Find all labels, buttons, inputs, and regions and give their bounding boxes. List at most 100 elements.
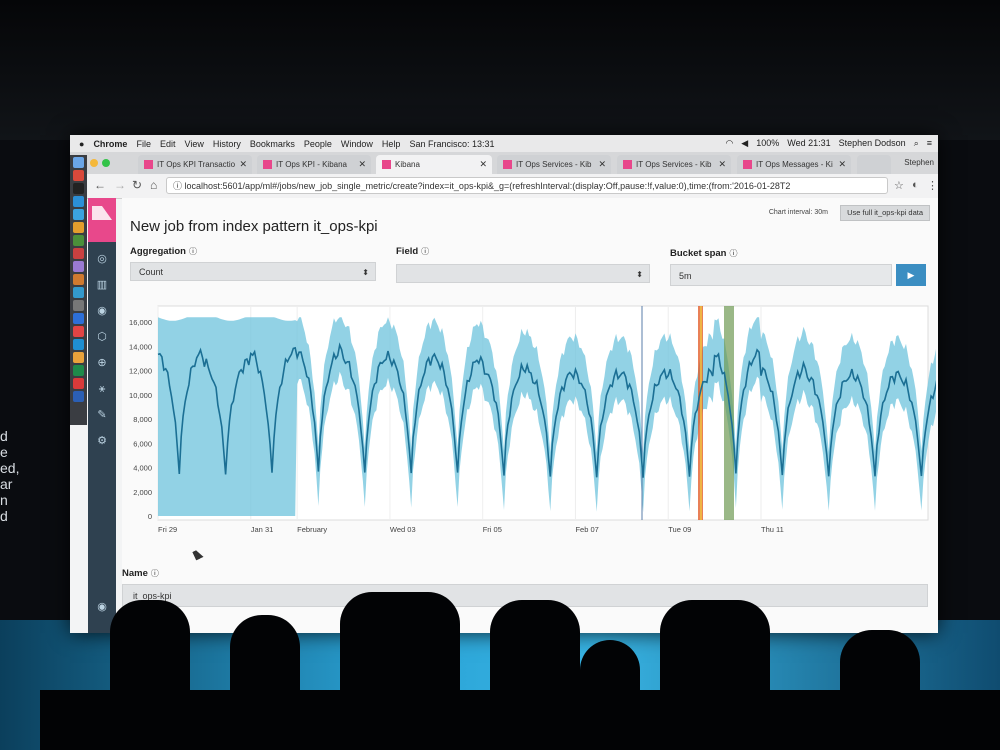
side-slide-text: d e ed, ar n d [0,428,19,524]
dock-app-icon[interactable] [73,196,84,207]
management-gear-icon[interactable]: ⚙ [97,435,107,447]
dock-app-icon[interactable] [73,287,84,298]
browser-tab-active[interactable]: Kibana ✕ [376,155,492,174]
menu-history[interactable]: History [212,138,241,149]
dock-app-icon[interactable] [73,170,84,181]
url-input[interactable]: ⓘ localhost:5601/app/ml#/jobs/new_job_si… [166,177,888,194]
use-full-data-button[interactable]: Use full it_ops-kpi data [840,205,930,221]
graph-icon[interactable]: ⚹ [98,383,106,395]
spotlight-search-icon[interactable]: ⌕ [913,138,919,148]
extension-icon[interactable]: ◐ [912,179,919,191]
run-play-button[interactable]: ▶ [896,264,926,286]
close-icon[interactable]: ✕ [718,159,726,169]
browser-tab[interactable]: IT Ops KPI - Kibana ✕ [257,155,371,174]
close-icon[interactable]: ✕ [598,159,606,169]
kibana-favicon-icon [144,160,153,169]
close-icon[interactable]: ✕ [239,159,247,169]
dock-app-icon[interactable] [73,183,84,194]
browser-tab[interactable]: IT Ops Services - Kib ✕ [497,155,611,174]
dock-app-icon[interactable] [73,391,84,402]
forward-arrow-icon[interactable]: → [114,178,126,192]
single-metric-chart[interactable]: 16,000 14,000 12,000 10,000 8,000 6,000 4,000 2… [122,302,936,540]
profile-name[interactable]: Stephen [904,158,934,167]
side-text-line: n [0,492,8,508]
y-tick-label: 2,000 [133,488,152,497]
browser-tab[interactable]: IT Ops KPI Transactio ✕ [138,155,252,174]
tab-label: IT Ops KPI Transactio [157,160,236,169]
menu-bookmarks[interactable]: Bookmarks [249,138,295,149]
battery-percent[interactable]: 100% [756,138,780,148]
info-icon[interactable]: ⓘ [188,247,197,256]
dock-app-icon[interactable] [73,261,84,272]
close-icon[interactable]: ✕ [479,159,487,169]
back-arrow-icon[interactable]: ← [94,178,106,192]
x-tick-label: Feb 07 [575,525,598,534]
dock-app-icon[interactable] [73,365,84,376]
timelion-shield-icon[interactable]: ⬡ [97,331,107,343]
bucket-span-input[interactable]: 5m [670,264,892,286]
apple-icon[interactable]: ● [79,138,85,149]
dock-app-icon[interactable] [73,248,84,259]
bucket-span-label-text: Bucket span [670,248,727,259]
dock-app-icon[interactable] [73,313,84,324]
kibana-sidebar: ◎ ▥ ◉ ⬡ ⊕ ⚹ ✎ ⚙ ◉ [88,198,116,633]
dashboard-icon[interactable]: ◉ [97,305,107,317]
bookmark-star-icon[interactable]: ☆ [894,180,904,192]
kibana-logo[interactable] [88,198,116,242]
window-minimize-button[interactable] [90,159,98,167]
visualize-bar-chart-icon[interactable]: ▥ [96,279,108,291]
menu-file[interactable]: File [136,138,151,149]
close-icon[interactable]: ✕ [358,159,366,169]
info-icon[interactable]: ⓘ [729,249,738,258]
x-tick-label: Wed 03 [390,525,416,534]
menu-edit[interactable]: Edit [159,138,176,149]
y-tick-label: 14,000 [129,342,152,351]
chrome-menu-icon[interactable]: ⋮ [927,180,938,192]
collapse-sidebar-icon[interactable]: ◉ [97,601,107,613]
reload-icon[interactable]: ↻ [132,178,143,192]
wifi-icon[interactable]: ◠ [725,138,734,148]
dock-app-icon[interactable] [73,157,84,168]
menubar-clock[interactable]: Wed 21:31 [787,138,831,148]
dev-tools-wrench-icon[interactable]: ✎ [97,409,107,421]
info-icon[interactable]: ⓘ [173,181,185,191]
discover-compass-icon[interactable]: ◎ [97,253,107,265]
dock-app-icon[interactable] [73,352,84,363]
window-zoom-button[interactable] [102,159,110,167]
dock-app-icon[interactable] [73,378,84,389]
menubar-location-clock[interactable]: San Francisco: 13:31 [409,138,495,149]
volume-icon[interactable]: ◀ [741,138,749,148]
dock-app-icon[interactable] [73,300,84,311]
dock-app-icon[interactable] [73,326,84,337]
menu-people[interactable]: People [303,138,332,149]
notification-list-icon[interactable]: ≡ [926,138,932,148]
y-tick-label: 10,000 [129,391,152,400]
browser-tab[interactable]: IT Ops Services - Kib ✕ [617,155,731,174]
dock-app-icon[interactable] [73,339,84,350]
browser-tab[interactable]: IT Ops Messages - Ki ✕ [737,155,851,174]
new-tab-button[interactable] [857,155,891,174]
dock-app-icon[interactable] [73,222,84,233]
menu-help[interactable]: Help [381,138,401,149]
name-label-text: Name [122,568,148,579]
dock-app-icon[interactable] [73,209,84,220]
dock-app-icon[interactable] [73,274,84,285]
info-icon[interactable]: ⓘ [421,247,430,256]
kibana-favicon-icon [623,160,632,169]
menu-view[interactable]: View [184,138,204,149]
machine-learning-icon[interactable]: ⊕ [97,357,107,369]
menu-window[interactable]: Window [340,138,373,149]
aggregation-select[interactable]: Count ⬍ [130,262,376,281]
dock-app-icon[interactable] [73,235,84,246]
y-tick-label: 4,000 [133,464,152,473]
side-text-line: d [0,508,8,524]
menubar-user[interactable]: Stephen Dodson [838,138,906,148]
metric-line [157,342,936,478]
url-text: localhost:5601/app/ml#/jobs/new_job_sing… [184,181,791,191]
menubar-app-name[interactable]: Chrome [93,138,128,149]
home-icon[interactable]: ⌂ [150,178,158,192]
kibana-main: Chart interval: 30m Use full it_ops-kpi … [122,198,938,633]
info-icon[interactable]: ⓘ [150,569,159,578]
field-select[interactable]: ⬍ [396,264,650,283]
close-icon[interactable]: ✕ [838,159,846,169]
